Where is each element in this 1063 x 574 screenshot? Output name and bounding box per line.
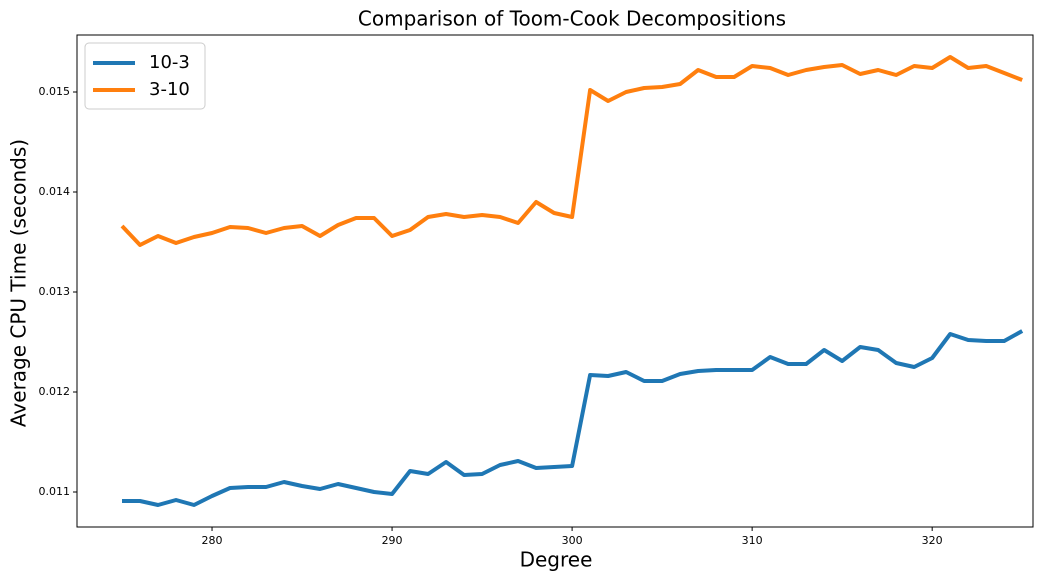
x-axis-label: Degree	[520, 548, 593, 572]
plot-frame	[76, 34, 1034, 528]
x-tick-label: 300	[562, 534, 583, 547]
y-tick-label: 0.013	[39, 285, 71, 298]
legend-box	[84, 42, 206, 110]
data-line	[122, 329, 1024, 507]
y-tick-label: 0.015	[39, 85, 71, 98]
chart-title: Comparison of Toom-Cook Decompositions	[358, 7, 786, 31]
y-axis-label: Average CPU Time (seconds)	[7, 139, 31, 427]
legend-label: 10-3	[149, 52, 190, 73]
y-tick-label: 0.011	[39, 485, 71, 498]
data-line	[120, 55, 1023, 247]
legend-label: 3-10	[149, 79, 190, 100]
x-tick-label: 310	[742, 534, 763, 547]
x-tick-label: 320	[922, 534, 943, 547]
y-tick-label: 0.012	[39, 385, 71, 398]
y-tick-label: 0.014	[39, 185, 71, 198]
x-tick-label: 280	[202, 534, 223, 547]
x-tick-label: 290	[382, 534, 403, 547]
